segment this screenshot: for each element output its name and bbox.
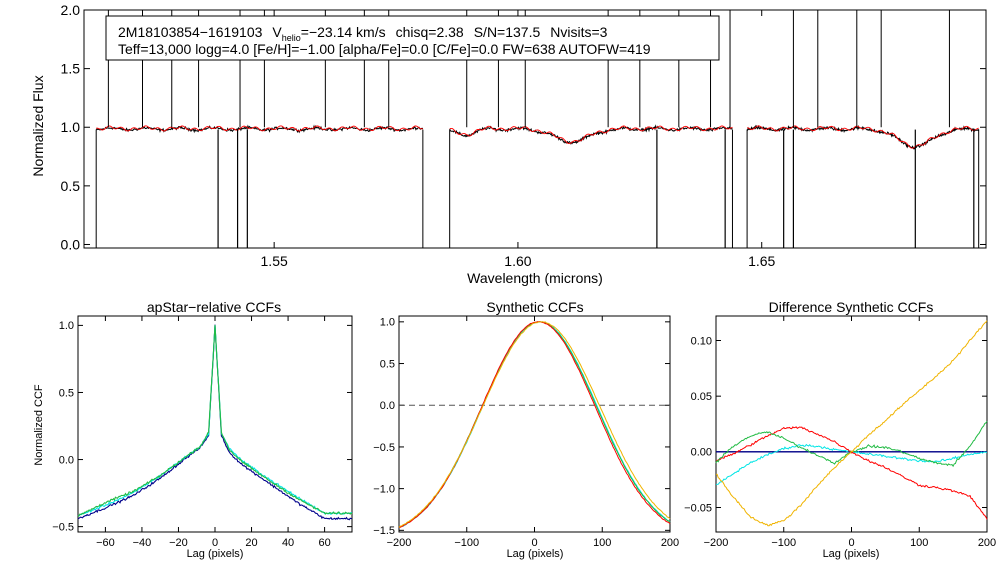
synthetic-ccf-y-tick-label: −0.5: [373, 442, 395, 454]
sn-value: S/N=137.5: [474, 24, 541, 40]
synthetic-ccf-panel: Synthetic CCFs −200 −100 0 100 200 −1.5 −1.0 −0…: [373, 299, 679, 560]
apstar-ccf-y-tick-label: −0.5: [52, 521, 74, 533]
v-helio-value: =−23.14 km/s: [301, 24, 386, 40]
difference-ccf-x-axis-label: Lag (pixels): [823, 548, 880, 560]
spectrum-model-line: [747, 125, 979, 149]
difference-ccf-x-tick-label: −200: [704, 537, 729, 549]
spectrum-y-tick-label: 0.5: [61, 178, 81, 194]
apstar-ccf-title: apStar−relative CCFs: [147, 299, 281, 315]
apstar-ccf-x-tick-label: 60: [318, 537, 330, 549]
apstar-ccf-series-visit-1: [77, 324, 353, 521]
synthetic-ccf-ticks: −200 −100 0 100 200 −1.5 −1.0 −0.5 0.0 0.5 1.0: [373, 316, 679, 549]
spectrum-x-tick-label: 1.55: [261, 253, 288, 269]
info-legend-line-1: 2M18103854−1619103 Vhelio=−23.14 km/s chis…: [118, 24, 608, 43]
apstar-ccf-data: [77, 324, 353, 521]
apstar-ccf-x-tick-label: 0: [212, 537, 218, 549]
apstar-ccf-series-visit-2: [77, 325, 353, 517]
synthetic-ccf-x-tick-label: 200: [661, 537, 679, 549]
synthetic-ccf-series-orange: [398, 321, 671, 528]
info-legend-box: [105, 15, 720, 61]
difference-ccf-y-tick-label: 0.10: [691, 335, 712, 347]
apstar-ccf-y-tick-label: 0.0: [59, 454, 74, 466]
star-id: 2M18103854−1619103: [118, 24, 263, 40]
apstar-ccf-y-axis-label: Normalized CCF: [33, 384, 45, 466]
apstar-ccf-x-tick-label: 40: [282, 537, 294, 549]
difference-ccf-series-red: [715, 426, 988, 520]
synthetic-ccf-series-cyan: [398, 321, 671, 529]
info-legend-line-2: Teff=13,000 logg=4.0 [Fe/H]=−1.00 [alpha…: [118, 41, 651, 57]
synthetic-ccf-y-tick-label: −1.5: [373, 525, 395, 537]
spectrum-model-line: [96, 125, 424, 132]
spectrum-ticks: 1.55 1.60 1.65 0.0 0.5 1.0 1.5 2.0: [61, 2, 986, 269]
synthetic-ccf-y-tick-label: 1.0: [380, 317, 395, 329]
apstar-ccf-x-tick-label: −60: [96, 537, 115, 549]
synthetic-ccf-title: Synthetic CCFs: [486, 299, 583, 315]
spectrum-x-tick-label: 1.65: [748, 253, 775, 269]
apstar-ccf-x-tick-label: −20: [169, 537, 188, 549]
nvisits-value: Nvisits=3: [550, 24, 607, 40]
synthetic-ccf-y-tick-label: −1.0: [373, 483, 395, 495]
apstar-ccf-x-tick-label: −40: [133, 537, 152, 549]
synthetic-ccf-data: [398, 320, 671, 529]
spectrum-observed-line: [746, 124, 980, 150]
difference-ccf-ticks: −200 −100 0 100 200 −0.05 0.00 0.05 0.10: [684, 316, 996, 549]
apstar-ccf-series-visit-3: [77, 325, 353, 517]
synthetic-ccf-x-tick-label: 100: [593, 537, 611, 549]
spectrum-x-tick-label: 1.60: [504, 253, 531, 269]
difference-ccf-x-tick-label: 0: [848, 537, 854, 549]
difference-ccf-x-tick-label: −100: [771, 537, 796, 549]
apstar-ccf-panel: apStar−relative CCFs −60 −40 −20 0 20 40 60 −0.…: [33, 299, 353, 560]
difference-ccf-x-tick-label: 200: [978, 537, 996, 549]
spectrum-y-tick-label: 0.0: [61, 236, 81, 252]
difference-ccf-title: Difference Synthetic CCFs: [769, 299, 934, 315]
difference-ccf-x-tick-label: 100: [910, 537, 928, 549]
difference-ccf-plot-frame: [715, 315, 988, 533]
spectrum-y-tick-label: 1.0: [61, 119, 81, 135]
spectrum-y-tick-label: 1.5: [61, 61, 81, 77]
spectrum-y-axis-label: Normalized Flux: [30, 75, 46, 176]
difference-ccf-panel: Difference Synthetic CCFs −200 −100 0 100 20…: [684, 299, 996, 560]
apstar-ccf-x-axis-label: Lag (pixels): [187, 548, 244, 560]
v-helio-subscript: helio: [282, 33, 301, 43]
synthetic-ccf-series-red: [398, 320, 671, 528]
synthetic-ccf-y-tick-label: 0.0: [380, 400, 395, 412]
synthetic-ccf-x-axis-label: Lag (pixels): [507, 548, 564, 560]
spectrum-panel: 1.55 1.60 1.65 0.0 0.5 1.0 1.5 2.0 Wavelength (…: [30, 2, 987, 286]
spectrum-plot-frame: [83, 9, 987, 249]
synthetic-ccf-x-tick-label: −200: [387, 537, 412, 549]
spectrum-y-tick-label: 2.0: [61, 2, 81, 18]
spectrum-x-axis-label: Wavelength (microns): [467, 270, 603, 286]
synthetic-ccf-x-tick-label: −100: [454, 537, 479, 549]
apstar-ccf-y-tick-label: 0.5: [59, 387, 74, 399]
difference-ccf-series-orange: [715, 320, 988, 527]
v-helio-symbol: V: [272, 24, 282, 40]
difference-ccf-y-tick-label: 0.00: [691, 447, 712, 459]
chisq-value: chisq=2.38: [396, 24, 464, 40]
apstar-ccf-x-tick-label: 20: [245, 537, 257, 549]
spectrum-model-line: [449, 125, 733, 145]
difference-ccf-y-tick-label: 0.05: [691, 391, 712, 403]
apstar-ccf-ticks: −60 −40 −20 0 20 40 60 −0.5 0.0 0.5 1.0: [52, 316, 352, 549]
difference-ccf-y-tick-label: −0.05: [684, 502, 712, 514]
difference-ccf-data: [715, 320, 988, 527]
synthetic-ccf-y-tick-label: 0.5: [380, 358, 395, 370]
synthetic-ccf-plot-frame: [398, 315, 671, 533]
synthetic-ccf-x-tick-label: 0: [531, 537, 537, 549]
apstar-ccf-y-tick-label: 1.0: [59, 320, 74, 332]
synthetic-ccf-series-green: [398, 321, 671, 528]
